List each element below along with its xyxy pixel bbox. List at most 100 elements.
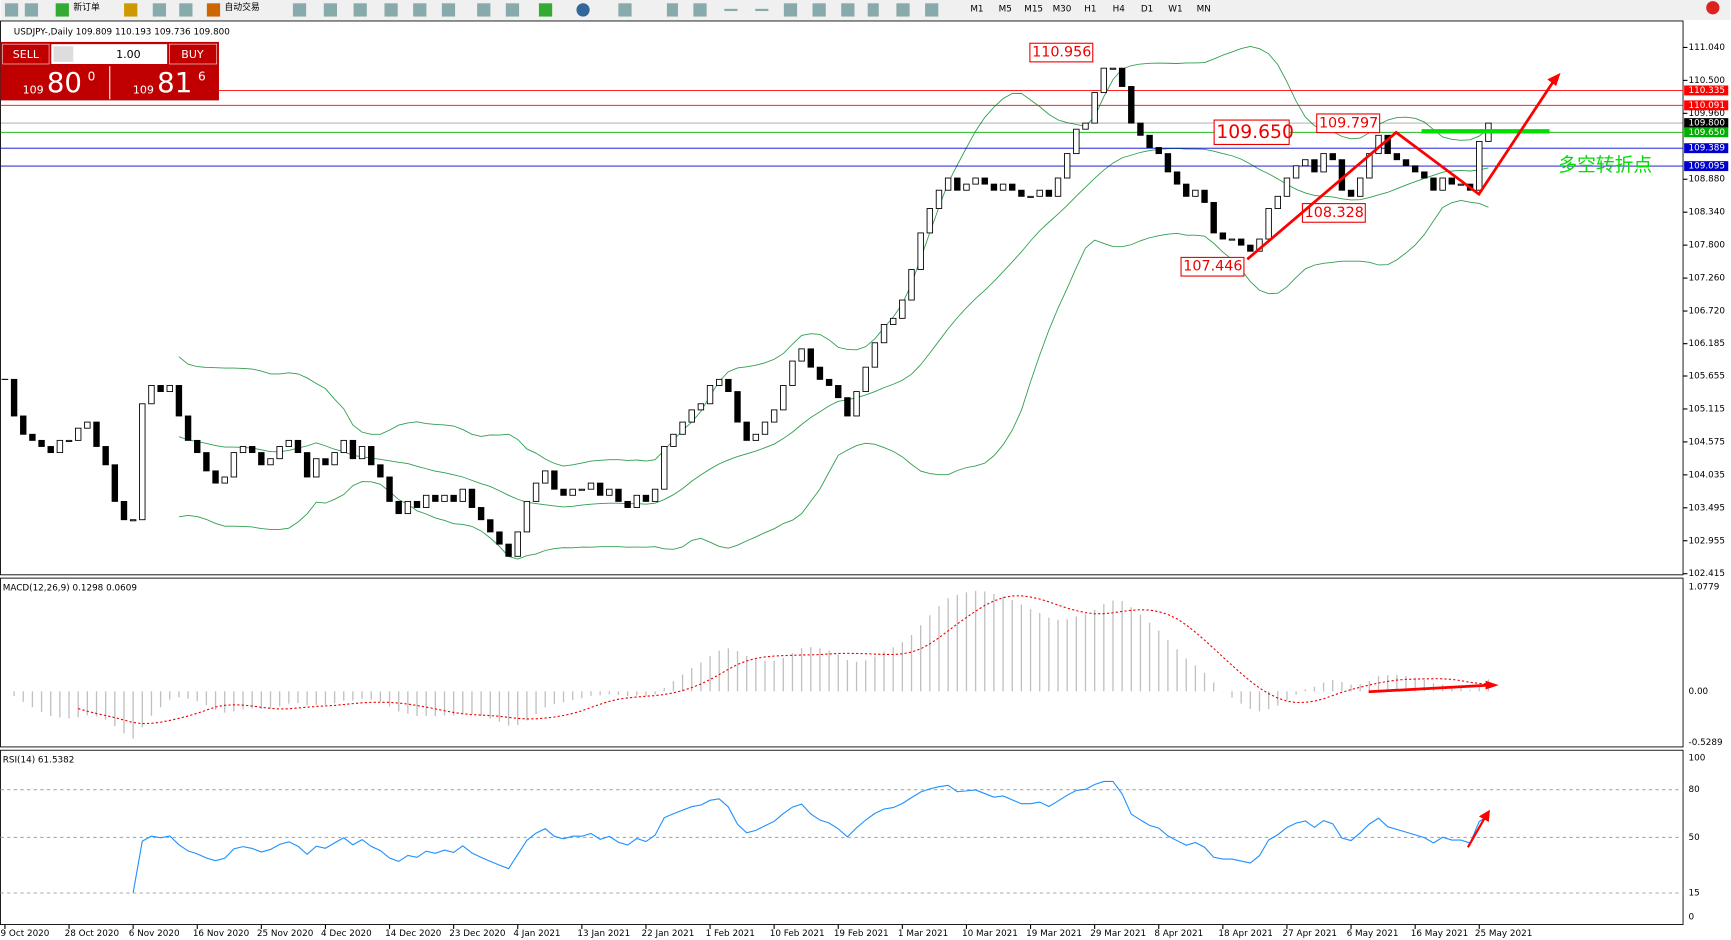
candle [1018,189,1025,197]
level-label: 109.650 [1689,128,1726,138]
level-label: 110.091 [1689,101,1725,111]
candle [1311,159,1318,173]
trade-panel: SELL BUY 1.00 109 80 0 109 81 6 [0,41,219,101]
buy-button[interactable] [169,43,218,65]
lots-input[interactable]: 1.00 [116,48,141,61]
timeframe-button[interactable]: M15 [1024,4,1043,14]
toolbar-button[interactable]: 新订单 [73,1,100,13]
x-tick-label: 16 May 2021 [1411,929,1468,939]
candle [157,385,164,393]
x-tick-label: 29 Mar 2021 [1090,929,1146,939]
candle [752,433,760,441]
candle [248,446,256,454]
candle [615,488,622,502]
candle [560,488,567,496]
candle [1265,208,1272,240]
candle [807,348,814,368]
timeframe-button[interactable]: MN [1197,4,1211,14]
ask-big: 109 [133,83,154,96]
y-tick-label: 110.500 [1689,76,1726,86]
annotation-label: 108.328 [1305,205,1364,221]
y-tick-label: 102.415 [1689,569,1725,579]
timeframe-button[interactable]: H1 [1084,4,1096,14]
bollinger-band [178,200,1489,560]
macd-label: MACD(12,26,9) 0.1298 0.0609 [3,584,137,594]
candle [1137,122,1144,136]
x-tick-label: 6 May 2021 [1347,929,1399,939]
buy-label[interactable]: BUY [181,48,204,61]
candle [175,385,183,417]
candle [606,488,613,496]
candle [1118,67,1126,87]
candle [56,439,64,454]
bid-pips: 80 [47,66,82,99]
candle [65,439,73,442]
bid-big: 109 [23,83,44,96]
x-tick-label: 18 Apr 2021 [1218,929,1273,939]
candle [1091,92,1098,124]
candle [203,452,210,472]
candle [1402,159,1410,167]
y-tick-label: 105.115 [1689,404,1725,414]
ask-frac: 6 [198,70,206,84]
sell-button[interactable] [2,43,50,65]
y-tick-label: 111.040 [1689,43,1726,53]
timeframe-button[interactable]: M30 [1053,4,1072,14]
toolbar [0,0,1731,20]
candle [1283,177,1291,197]
timeframe-button[interactable]: M1 [970,4,983,14]
bollinger-band [178,45,1489,467]
timeframes: M1 M5 M15 M30 H1 H4 D1 W1 MN [970,4,1211,14]
candle [1201,189,1208,203]
candle [587,482,595,490]
candle [697,403,705,411]
candle [1237,238,1245,246]
candle [1100,67,1108,94]
candle [303,452,311,478]
rsi-tick-label: 15 [1689,889,1700,899]
candle [908,269,915,301]
x-tick-label: 27 Apr 2021 [1283,929,1338,939]
candle [1027,195,1034,198]
x-tick-label: 14 Dec 2020 [385,929,442,939]
x-tick-label: 16 Nov 2020 [193,929,250,939]
candle [523,500,531,533]
candle [422,494,430,508]
candle [825,378,833,386]
timeframe-button[interactable]: M5 [999,4,1012,14]
rsi-tick-label: 50 [1689,833,1701,843]
candle [1164,153,1172,173]
candle [368,446,375,466]
candle [1082,122,1089,130]
annotation-box [1316,113,1381,134]
timeframe-button[interactable]: W1 [1168,4,1182,14]
x-tick-label: 25 Nov 2020 [257,929,314,939]
toolbar-button[interactable]: 自动交易 [224,1,259,13]
macd-tick-label: 1.0779 [1689,582,1720,592]
candle [853,391,860,417]
candle [1338,159,1346,191]
candle [1045,189,1053,197]
candle [706,385,714,405]
candle [542,470,549,484]
annotation-box [1180,256,1245,277]
candle [496,531,503,545]
candle [139,403,146,521]
candle [1063,153,1071,179]
candle [20,415,27,435]
annotation-label: 109.797 [1319,115,1378,131]
candle [267,458,274,466]
candle [1073,128,1080,155]
y-tick-label: 104.575 [1689,437,1725,447]
candle [926,208,934,234]
candle [1192,189,1199,197]
timeframe-button[interactable]: H4 [1113,4,1126,14]
y-tick-label: 108.340 [1689,208,1726,218]
sell-label[interactable]: SELL [13,48,40,61]
candle [862,366,869,393]
candle [1357,177,1364,197]
candle [596,482,604,496]
bollinger-band [178,147,1489,508]
timeframe-button[interactable]: D1 [1141,4,1153,14]
